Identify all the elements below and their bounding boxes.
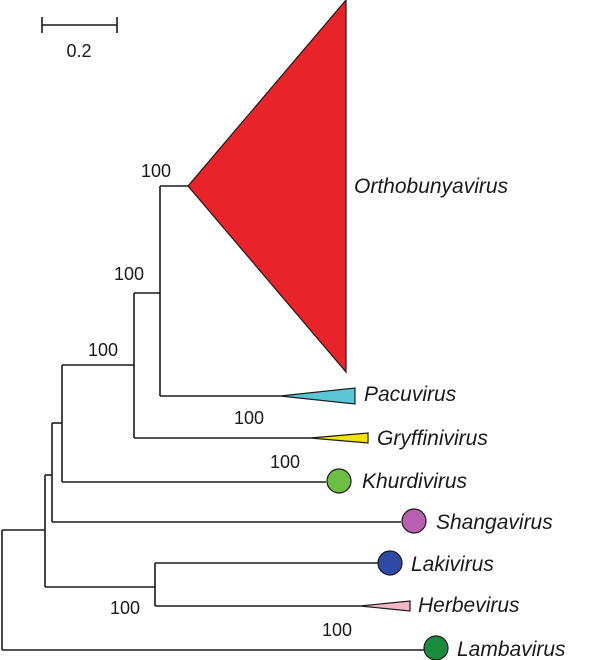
scale-bar: 0.2 <box>41 17 118 61</box>
support-pacuvirus-node: 100 <box>114 264 144 284</box>
herbevirus-clade[interactable] <box>359 600 411 612</box>
support-gryffinivirus-node: 100 <box>88 340 118 360</box>
taxon-label-herbevirus: Herbevirus <box>418 594 520 617</box>
taxon-label-lambavirus: Lambavirus <box>457 638 566 660</box>
taxon-label-gryffinivirus: Gryffinivirus <box>377 427 488 450</box>
taxon-label-orthobunyavirus: Orthobunyavirus <box>354 175 509 198</box>
taxon-label-lakivirus: Lakivirus <box>411 553 494 576</box>
taxon-label-pacuvirus: Pacuvirus <box>364 383 457 406</box>
support-orthobunyavirus-node: 100 <box>141 161 171 181</box>
khurdivirus-tip-marker[interactable] <box>326 468 352 494</box>
lakivirus-tip-marker[interactable] <box>377 550 403 576</box>
pacuvirus-clade[interactable] <box>279 387 356 405</box>
taxon-label-shangavirus: Shangavirus <box>436 511 553 534</box>
support-outer-node: 100 <box>234 408 264 428</box>
support-herbevirus-node: 100 <box>322 620 352 640</box>
scale-bar-label: 0.2 <box>66 41 91 61</box>
gryffinivirus-clade[interactable] <box>309 432 369 444</box>
orthobunyavirus-clade[interactable] <box>187 0 347 374</box>
taxon-label-khurdivirus: Khurdivirus <box>362 470 468 493</box>
shangavirus-tip-marker[interactable] <box>401 508 427 534</box>
tree-branches <box>1 185 424 651</box>
support-khurdivirus-node: 100 <box>270 452 300 472</box>
lambavirus-tip-marker[interactable] <box>423 635 449 660</box>
support-lakivirus-node: 100 <box>110 598 140 618</box>
